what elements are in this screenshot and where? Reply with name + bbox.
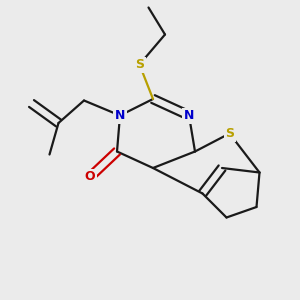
Text: N: N xyxy=(184,109,194,122)
Text: S: S xyxy=(225,127,234,140)
Text: N: N xyxy=(115,109,125,122)
Text: O: O xyxy=(85,170,95,184)
Text: S: S xyxy=(135,58,144,71)
